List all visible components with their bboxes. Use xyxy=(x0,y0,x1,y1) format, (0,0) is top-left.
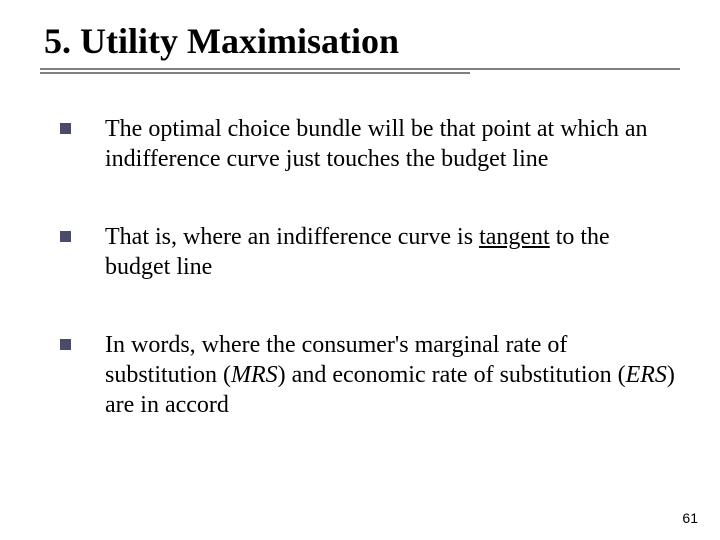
title-underline-short xyxy=(40,72,470,74)
bullet-list: The optimal choice bundle will be that p… xyxy=(40,114,680,420)
bullet-text: In words, where the consumer's marginal … xyxy=(105,330,680,420)
text-run: That is, where an indifference curve is xyxy=(105,224,479,250)
italic-abbrev: ERS xyxy=(626,362,667,388)
square-bullet-icon xyxy=(60,339,71,350)
slide-container: 5. Utility Maximisation The optimal choi… xyxy=(0,0,720,540)
bullet-text: The optimal choice bundle will be that p… xyxy=(105,114,680,174)
underlined-word: tangent xyxy=(479,224,550,250)
text-run: ) and economic rate of substitution ( xyxy=(278,362,626,388)
slide-title: 5. Utility Maximisation xyxy=(40,20,680,62)
square-bullet-icon xyxy=(60,123,71,134)
bullet-item: That is, where an indifference curve is … xyxy=(60,222,680,282)
square-bullet-icon xyxy=(60,231,71,242)
page-number: 61 xyxy=(682,510,698,526)
title-underline-long xyxy=(40,68,680,70)
bullet-item: The optimal choice bundle will be that p… xyxy=(60,114,680,174)
italic-abbrev: MRS xyxy=(231,362,278,388)
bullet-text: That is, where an indifference curve is … xyxy=(105,222,680,282)
bullet-item: In words, where the consumer's marginal … xyxy=(60,330,680,420)
